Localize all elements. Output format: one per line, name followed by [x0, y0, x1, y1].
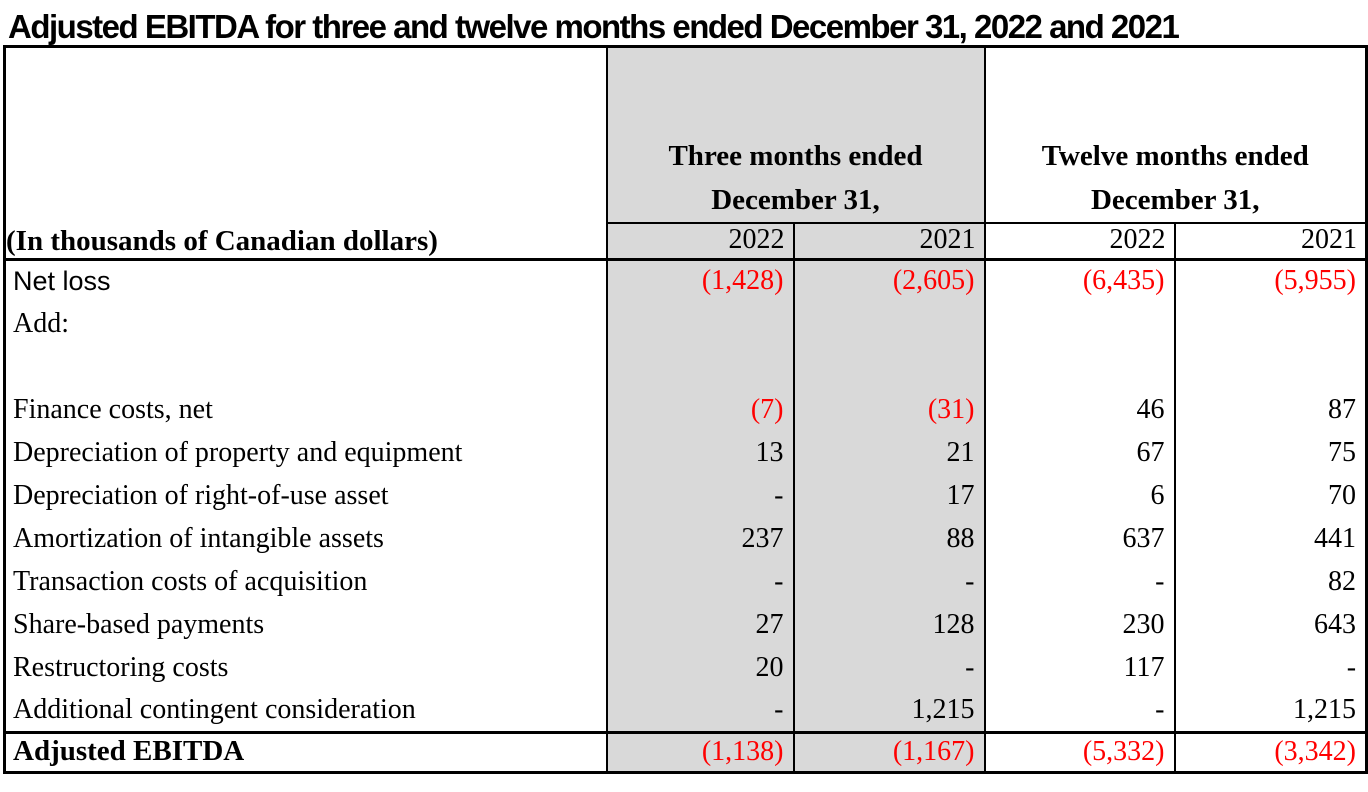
column-group-three-months: Three months ended December 31,	[605, 46, 985, 223]
year-header: 2022	[605, 221, 794, 261]
value-cell: 441	[1173, 517, 1367, 560]
value-cell: 67	[983, 431, 1175, 474]
row-label: Amortization of intangible assets	[13, 522, 384, 554]
value-cell: (1,428)	[605, 259, 794, 302]
value-cell: 88	[792, 517, 985, 560]
value-cell	[1173, 345, 1367, 388]
value-cell: -	[1173, 646, 1367, 689]
table-footer: Adjusted EBITDA (1,138) (1,167) (5,332) (3,3…	[4, 730, 1367, 772]
table-row: Depreciation of right-of-use asset -17 6 70	[5, 474, 1367, 517]
value-cell: 637	[983, 517, 1175, 560]
row-label: Add:	[13, 307, 69, 339]
group-label-line2: December 31,	[1090, 183, 1260, 216]
row-label: Net loss	[13, 265, 111, 296]
value-cell: -	[605, 689, 794, 732]
row-label: Transaction costs of acquisition	[13, 565, 368, 597]
value-cell: (7)	[605, 388, 794, 431]
value-cell: 230	[983, 603, 1175, 646]
value-cell: (3,342)	[1173, 730, 1367, 772]
row-label: Depreciation of right-of-use asset	[13, 479, 389, 511]
group-label-line1: Twelve months ended	[1041, 139, 1309, 172]
row-label: Adjusted EBITDA	[4, 730, 607, 772]
value-cell: 13	[605, 431, 794, 474]
table-row	[5, 345, 1367, 388]
value-cell: 1,215	[792, 689, 985, 732]
year-header: 2022	[983, 221, 1175, 261]
value-cell: -	[983, 560, 1175, 603]
row-label: Depreciation of property and equipment	[13, 436, 463, 468]
value-cell: 6	[983, 474, 1175, 517]
table-row: Finance costs, net (7) (31) 46 87	[5, 388, 1367, 431]
table-row: Add:	[5, 302, 1367, 345]
table-body: Net loss (1,428) (2,605) (6,435) (5,955) Add:…	[5, 259, 1367, 732]
value-cell: (31)	[792, 388, 985, 431]
value-cell: 27	[605, 603, 794, 646]
value-cell: 82	[1173, 560, 1367, 603]
value-cell: 21	[792, 431, 985, 474]
column-group-twelve-months: Twelve months ended December 31,	[983, 46, 1367, 223]
row-label: Additional contingent consideration	[13, 693, 416, 725]
table-row: Net loss (1,428) (2,605) (6,435) (5,955)	[5, 259, 1367, 302]
value-cell	[605, 302, 794, 345]
row-label: Finance costs, net	[13, 393, 213, 425]
table-row: Amortization of intangible assets 237 88 63…	[5, 517, 1367, 560]
column-group-row: (In thousands of Canadian dollars) Three…	[4, 46, 1367, 261]
value-cell	[605, 345, 794, 388]
table-row: Depreciation of property and equipment 13…	[5, 431, 1367, 474]
value-cell	[792, 302, 985, 345]
value-cell: 70	[1173, 474, 1367, 517]
value-cell: -	[792, 560, 985, 603]
value-cell: 1,215	[1173, 689, 1367, 732]
value-cell: (5,955)	[1173, 259, 1367, 302]
value-cell: 75	[1173, 431, 1367, 474]
units-label: (In thousands of Canadian dollars)	[4, 46, 607, 261]
value-cell: -	[605, 560, 794, 603]
row-label: Restructoring costs	[13, 651, 229, 683]
table-row: Transaction costs of acquisition - - -82	[5, 560, 1367, 603]
value-cell: 128	[792, 603, 985, 646]
value-cell: (1,167)	[792, 730, 985, 772]
table-row: Share-based payments 27 128 230 643	[5, 603, 1367, 646]
page-title: Adjusted EBITDA for three and twelve mon…	[8, 8, 1180, 45]
value-cell: 237	[605, 517, 794, 560]
table-row: Additional contingent consideration -1,21…	[5, 689, 1367, 732]
value-cell: 17	[792, 474, 985, 517]
value-cell	[1173, 302, 1367, 345]
row-label	[5, 345, 607, 388]
value-cell: (1,138)	[605, 730, 794, 772]
value-cell: (6,435)	[983, 259, 1175, 302]
value-cell: (2,605)	[792, 259, 985, 302]
value-cell	[983, 345, 1175, 388]
adjusted-ebitda-table: (In thousands of Canadian dollars) Three…	[3, 45, 1368, 774]
value-cell: -	[605, 474, 794, 517]
value-cell	[792, 345, 985, 388]
table-header: (In thousands of Canadian dollars) Three…	[4, 46, 1367, 261]
value-cell	[983, 302, 1175, 345]
table-row: Restructoring costs 20-117-	[5, 646, 1367, 689]
year-header: 2021	[1173, 221, 1367, 261]
value-cell: 20	[605, 646, 794, 689]
group-label-line1: Three months ended	[668, 139, 923, 172]
value-cell: 117	[983, 646, 1175, 689]
value-cell: -	[983, 689, 1175, 732]
value-cell: 46	[983, 388, 1175, 431]
row-label: Share-based payments	[13, 608, 265, 640]
year-header-row: 2022 2021 2022 2021	[5, 221, 1367, 261]
year-header: 2021	[792, 221, 985, 261]
total-row: Adjusted EBITDA (1,138) (1,167) (5,332) (3,3…	[4, 730, 1367, 772]
group-label-line2: December 31,	[711, 183, 880, 216]
value-cell: -	[792, 646, 985, 689]
value-cell: 643	[1173, 603, 1367, 646]
value-cell: 87	[1173, 388, 1367, 431]
value-cell: (5,332)	[983, 730, 1175, 772]
